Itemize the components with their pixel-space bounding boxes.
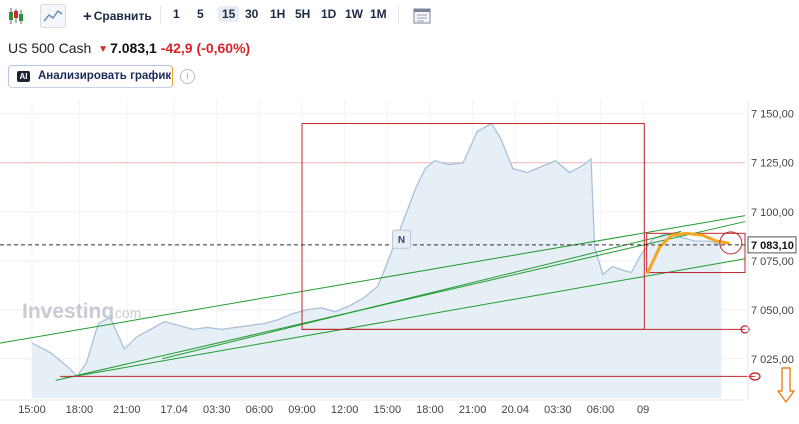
current-price-label: 7 083,10 bbox=[751, 240, 794, 252]
instrument-name: US 500 Cash bbox=[8, 40, 92, 56]
y-tick-label: 7 100,00 bbox=[751, 207, 794, 219]
annotation-end-circle bbox=[749, 372, 761, 381]
price-change-percent: (-0,60%) bbox=[196, 40, 251, 56]
watermark-suffix: .com bbox=[111, 305, 141, 321]
x-tick-label: 06:00 bbox=[246, 404, 274, 416]
calendar-icon[interactable] bbox=[410, 4, 434, 28]
chart-toolbar: + Сравнить 1 5 15 30 1H 5H 1D 1W 1M bbox=[0, 0, 799, 30]
highlight-circle bbox=[719, 231, 743, 255]
x-tick-label: 15:00 bbox=[18, 404, 46, 416]
annotation-down-arrow-icon bbox=[777, 367, 795, 403]
current-price-box bbox=[747, 236, 797, 254]
y-tick-label: 7 075,00 bbox=[751, 256, 794, 268]
interval-1d[interactable]: 1D bbox=[321, 7, 337, 21]
interval-5h[interactable]: 5H bbox=[295, 7, 311, 21]
x-tick-label: 09 bbox=[637, 404, 649, 416]
compare-button[interactable]: + Сравнить bbox=[83, 7, 152, 25]
interval-15[interactable]: 15 bbox=[218, 6, 240, 22]
interval-1[interactable]: 1 bbox=[173, 7, 180, 21]
annotation-end-circle bbox=[740, 325, 750, 334]
area-chart-icon[interactable] bbox=[40, 4, 66, 28]
x-tick-label: 18:00 bbox=[416, 404, 444, 416]
price-change: -42,9 bbox=[160, 40, 193, 56]
x-tick-label: 17.04 bbox=[160, 404, 188, 416]
watermark-logo: Investing bbox=[22, 300, 114, 323]
price-line bbox=[31, 122, 722, 378]
candlestick-icon[interactable] bbox=[4, 4, 28, 28]
trend-line-4 bbox=[162, 230, 682, 360]
last-price: 7.083,1 bbox=[110, 40, 157, 56]
y-tick-label: 7 050,00 bbox=[751, 305, 794, 317]
plus-icon: + bbox=[83, 8, 92, 25]
trend-line-2 bbox=[55, 221, 746, 381]
y-tick-label: 7 150,00 bbox=[751, 109, 794, 121]
info-icon[interactable]: i bbox=[180, 69, 195, 84]
compare-label: Сравнить bbox=[93, 9, 152, 23]
x-tick-label: 20.04 bbox=[501, 404, 529, 416]
toolbar-divider bbox=[160, 6, 161, 24]
news-marker-box bbox=[392, 229, 412, 249]
news-marker-label: N bbox=[398, 235, 405, 246]
x-tick-label: 06:00 bbox=[587, 404, 615, 416]
analyze-chart-button[interactable]: AI Анализировать график bbox=[8, 65, 173, 88]
trend-line-1 bbox=[0, 215, 746, 344]
down-arrow-icon: ▼ bbox=[98, 44, 109, 55]
interval-5[interactable]: 5 bbox=[197, 7, 204, 21]
toolbar-divider bbox=[398, 6, 399, 24]
instrument-quote: US 500 Cash ▼ 7.083,1 -42,9 (-0,60%) bbox=[8, 40, 250, 56]
x-tick-label: 18:00 bbox=[66, 404, 94, 416]
y-tick-label: 7 125,00 bbox=[751, 158, 794, 170]
y-tick-label: 7 025,00 bbox=[751, 354, 794, 366]
x-tick-label: 03:30 bbox=[203, 404, 231, 416]
interval-1m[interactable]: 1M bbox=[370, 7, 387, 21]
trend-line-3 bbox=[62, 258, 746, 379]
interval-1h[interactable]: 1H bbox=[270, 7, 286, 21]
interval-30[interactable]: 30 bbox=[245, 7, 259, 21]
projection-curve bbox=[646, 231, 730, 275]
x-tick-label: 09:00 bbox=[288, 404, 316, 416]
x-tick-label: 21:00 bbox=[113, 404, 141, 416]
interval-1w[interactable]: 1W bbox=[345, 7, 363, 21]
ai-icon: AI bbox=[17, 71, 30, 82]
x-tick-label: 12:00 bbox=[331, 404, 359, 416]
x-tick-label: 15:00 bbox=[374, 404, 402, 416]
x-tick-label: 03:30 bbox=[544, 404, 572, 416]
analyze-chart-label: Анализировать график bbox=[38, 70, 172, 82]
x-tick-label: 21:00 bbox=[459, 404, 487, 416]
